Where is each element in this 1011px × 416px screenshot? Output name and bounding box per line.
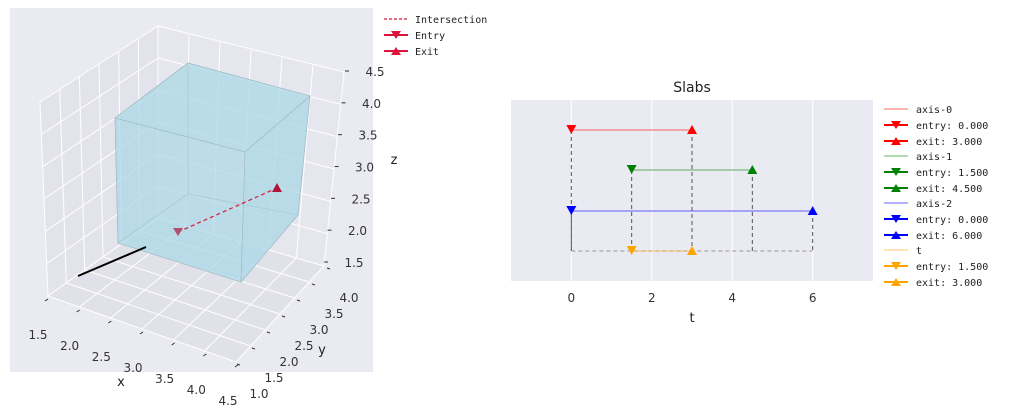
entry-marker [173,228,183,236]
y-tick-label: 3.5 [324,307,343,321]
legend-label: exit: 4.500 [916,184,982,195]
legend-label: Exit [415,47,439,58]
z-tick-label: 4.5 [365,65,384,79]
legend-marker [891,168,901,176]
y-tick-label: 3.0 [309,323,328,337]
legend-3d: Intersection Entry Exit [384,15,487,58]
slab-tick-label: 2 [648,291,656,305]
legend-marker [891,278,901,286]
grid-line [41,57,159,135]
legend-marker [891,262,901,270]
legend-marker [891,215,901,223]
legend-label: entry: 0.000 [916,215,988,226]
y-tick-label: 1.5 [264,371,283,385]
legend-label: exit: 6.000 [916,231,982,242]
slab-ticks: 0 2 4 6 [568,291,817,305]
y-tick-label: 4.0 [339,291,358,305]
plot-slabs: 0 2 4 6 Slabs t [511,80,873,326]
plot-3d: 1.5 2.0 2.5 3.0 3.5 4.0 4.5 1.0 1.5 2.0 2.5 3.0 3.5 4… [10,8,398,408]
x-tick-label: 2.0 [60,339,79,353]
slabs-x-axis-label: t [689,311,694,326]
slab-tick-label: 0 [568,291,576,305]
z-tick-label: 2.5 [351,192,370,206]
y-tick [251,347,256,350]
x-tick [108,320,112,324]
y-tick [266,331,271,334]
x-axis-label: x [117,375,125,390]
y-tick [236,363,241,366]
legend-label: Entry [415,31,445,42]
legend-marker [391,31,401,39]
slab-tick-label: 4 [728,291,736,305]
slab-exit-marker [747,165,758,174]
slab-exit-marker [687,246,697,255]
legend-marker [891,231,901,239]
slab-tick-label: 6 [809,291,817,305]
z-tick-label: 3.5 [358,129,377,143]
legend-marker [891,184,901,192]
x-tick [203,353,207,357]
z-axis-label: z [391,153,398,168]
y-tick-label: 2.0 [279,355,298,369]
legend-label: entry: 0.000 [916,121,988,132]
y-tick [326,267,331,270]
slab-entry-marker [626,246,637,255]
y-tick-label: 2.5 [294,339,313,353]
legend-label: t [916,246,922,257]
legend-label: exit: 3.000 [916,137,982,148]
slab-exit-marker [807,206,818,215]
y-tick [311,283,316,286]
y-tick [281,315,286,318]
legend-marker [891,137,901,145]
x-tick [171,342,175,346]
legend-label: axis-0 [916,105,952,116]
legend-label: exit: 3.000 [916,278,982,289]
x-tick-label: 1.5 [28,328,47,342]
slab-exit-marker [687,125,697,134]
slabs-title: Slabs [673,80,711,96]
y-axis-label: y [318,343,326,358]
legend-marker [391,47,401,55]
x-tick-label: 4.0 [187,383,206,397]
z-tick-label: 1.5 [344,256,363,270]
legend-label: axis-2 [916,199,952,210]
grid-3d [41,33,341,352]
legend-label: entry: 1.500 [916,168,988,179]
x-tick [76,309,80,313]
x-tick [139,331,144,335]
legend-label: Intersection [415,15,487,26]
z-tick-label: 3.0 [355,161,374,175]
x-tick-label: 3.0 [123,361,142,375]
ray-line [77,246,147,277]
x-tick-label: 2.5 [92,350,111,364]
z-tick-label: 4.0 [362,97,381,111]
x-tick [44,298,49,302]
y-tick [296,299,301,302]
x-tick-label: 4.5 [218,394,237,408]
x-tick [234,364,239,368]
x-tick-label: 3.5 [155,372,174,386]
ticks-3d: 1.5 2.0 2.5 3.0 3.5 4.0 4.5 1.0 1.5 2.0 2.5 3.0 3.5 4… [28,65,384,408]
legend-slabs: axis-0 entry: 0.000 exit: 3.000 axis-1 entry… [884,105,988,289]
slab-entry-marker [566,206,577,215]
legend-label: entry: 1.500 [916,262,988,273]
y-tick-label: 1.0 [249,387,268,401]
slab-entry-marker [626,165,637,174]
slab-entry-marker [566,125,577,134]
z-tick-label: 2.0 [348,224,367,238]
legend-label: axis-1 [916,152,952,163]
slab-marks [566,125,818,255]
legend-marker [891,121,901,129]
exit-marker [272,183,282,192]
